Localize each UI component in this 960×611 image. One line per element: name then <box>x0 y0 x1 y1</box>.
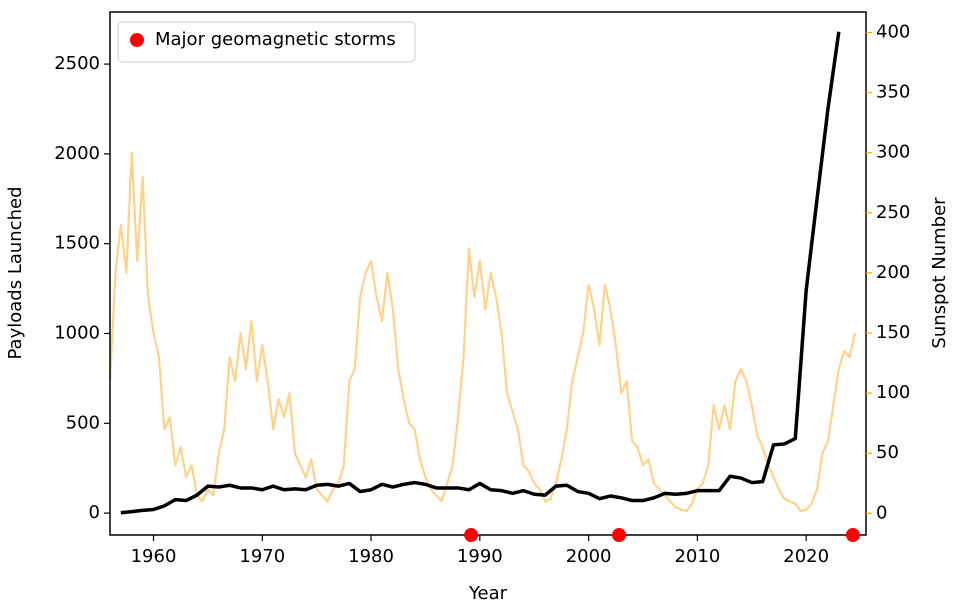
y-tick-label: 2000 <box>54 143 100 164</box>
storm-point <box>612 528 627 542</box>
y2-tick-label: 100 <box>876 382 910 403</box>
x-tick-label: 1990 <box>457 546 503 567</box>
y-tick-label: 1000 <box>54 322 100 343</box>
plot-area <box>110 31 857 515</box>
y2-tick-label: 250 <box>876 202 910 223</box>
y-tick-label: 2500 <box>54 53 100 74</box>
y-tick-label: 500 <box>66 412 100 433</box>
x-tick-label: 1960 <box>131 546 177 567</box>
storm-point <box>845 528 860 542</box>
y2-tick-label: 300 <box>876 142 910 163</box>
y-tick-label: 1500 <box>54 233 100 254</box>
y2-tick-label: 150 <box>876 322 910 343</box>
x-axis-label: Year <box>468 583 508 604</box>
y2-tick-label: 200 <box>876 262 910 283</box>
x-tick-label: 1970 <box>239 546 285 567</box>
x-tick-label: 2020 <box>783 546 829 567</box>
legend-box <box>117 21 416 63</box>
x-tick-label: 1980 <box>348 546 394 567</box>
x-tick-label: 2000 <box>566 546 612 567</box>
storm-point <box>464 528 479 542</box>
y2-tick-label: 0 <box>876 502 887 523</box>
y-tick-label: 0 <box>89 502 100 523</box>
y2-tick-label: 50 <box>876 442 899 463</box>
legend: Major geomagnetic storms <box>117 21 416 63</box>
y2-tick-label: 400 <box>876 21 910 42</box>
line-series <box>110 151 857 513</box>
y2-tick-label: 350 <box>876 82 910 103</box>
frame <box>109 11 867 536</box>
x-tick-label: 2010 <box>674 546 720 567</box>
y2-axis-label: Sunspot Number <box>929 197 950 349</box>
line-series <box>120 31 841 515</box>
y-axis-label: Payloads Launched <box>5 187 26 360</box>
legend-label: Major geomagnetic storms <box>155 29 396 50</box>
legend-marker <box>130 33 144 47</box>
